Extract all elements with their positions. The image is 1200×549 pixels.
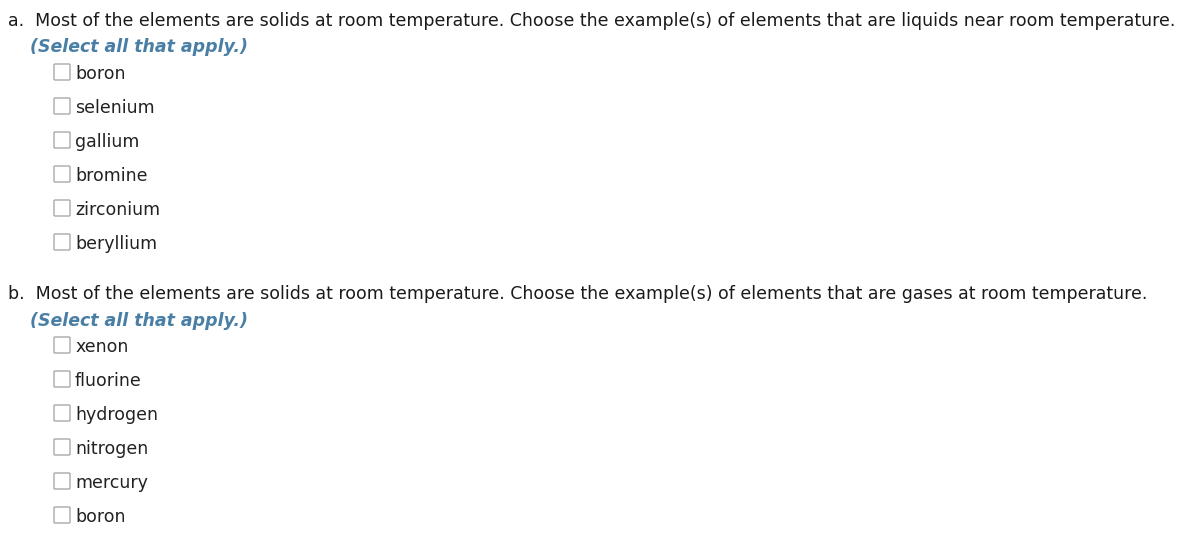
Text: zirconium: zirconium: [74, 201, 160, 219]
FancyBboxPatch shape: [54, 405, 70, 421]
Text: bromine: bromine: [74, 167, 148, 185]
Text: mercury: mercury: [74, 474, 148, 492]
FancyBboxPatch shape: [54, 200, 70, 216]
FancyBboxPatch shape: [54, 473, 70, 489]
Text: gallium: gallium: [74, 133, 139, 151]
FancyBboxPatch shape: [54, 132, 70, 148]
Text: (Select all that apply.): (Select all that apply.): [30, 38, 248, 56]
FancyBboxPatch shape: [54, 371, 70, 387]
Text: boron: boron: [74, 65, 126, 83]
Text: hydrogen: hydrogen: [74, 406, 158, 424]
FancyBboxPatch shape: [54, 507, 70, 523]
FancyBboxPatch shape: [54, 337, 70, 353]
FancyBboxPatch shape: [54, 234, 70, 250]
FancyBboxPatch shape: [54, 166, 70, 182]
Text: a.  Most of the elements are solids at room temperature. Choose the example(s) o: a. Most of the elements are solids at ro…: [8, 12, 1175, 30]
Text: selenium: selenium: [74, 99, 155, 117]
Text: nitrogen: nitrogen: [74, 440, 149, 458]
Text: b.  Most of the elements are solids at room temperature. Choose the example(s) o: b. Most of the elements are solids at ro…: [8, 285, 1147, 303]
Text: fluorine: fluorine: [74, 372, 142, 390]
FancyBboxPatch shape: [54, 64, 70, 80]
Text: (Select all that apply.): (Select all that apply.): [30, 312, 248, 330]
Text: boron: boron: [74, 508, 126, 526]
FancyBboxPatch shape: [54, 439, 70, 455]
Text: beryllium: beryllium: [74, 235, 157, 253]
Text: xenon: xenon: [74, 338, 128, 356]
FancyBboxPatch shape: [54, 98, 70, 114]
